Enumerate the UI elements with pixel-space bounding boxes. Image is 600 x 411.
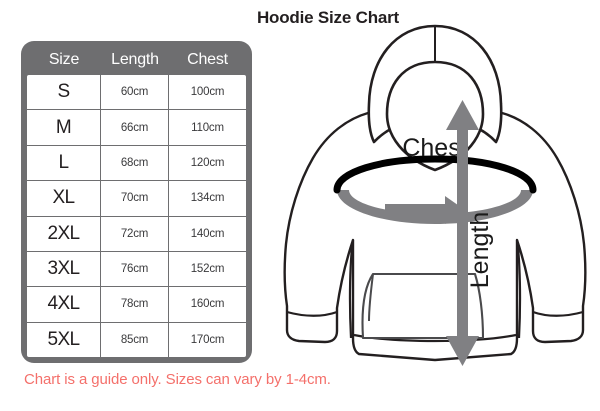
cell-chest: 152cm <box>190 263 225 276</box>
cell-chest: 100cm <box>190 86 225 99</box>
table-row: 5XL 85cm 170cm <box>27 322 246 357</box>
table-row: M 66cm 110cm <box>27 110 246 146</box>
table-row: L 68cm 120cm <box>27 145 246 182</box>
cell-size: M <box>27 110 101 145</box>
cell-size: 3XL <box>27 251 101 287</box>
table-row: 2XL 72cm 140cm <box>27 216 246 252</box>
kangaroo-pocket <box>361 272 485 340</box>
cell-chest: 134cm <box>190 192 225 205</box>
cell-length: 68cm <box>101 145 169 181</box>
cell-length: 70cm <box>101 181 169 216</box>
hoodie-body-outline <box>283 111 587 362</box>
hoodie-diagram: Chest Length <box>275 18 600 383</box>
table-row: XL 70cm 134cm <box>27 181 246 217</box>
cell-length: 85cm <box>101 322 169 357</box>
table-row: 4XL 78cm 160cm <box>27 287 246 323</box>
cell-length: 66cm <box>101 110 169 145</box>
cell-chest: 140cm <box>190 227 225 240</box>
size-chart-table: Size Length Chest S 60cm 100cm M 66cm 11… <box>21 41 252 363</box>
chest-label: Chest <box>402 134 467 162</box>
cell-length: 76cm <box>101 251 169 287</box>
column-header-length: Length <box>111 51 159 68</box>
cell-chest: 110cm <box>191 121 224 134</box>
column-header-chest: Chest <box>187 51 228 68</box>
cell-size: L <box>27 145 101 181</box>
page-title: Hoodie Size Chart <box>256 8 400 27</box>
cell-chest: 160cm <box>190 298 225 311</box>
cell-size: S <box>27 75 101 110</box>
left-cuff-line <box>286 310 338 317</box>
table-row: S 60cm 100cm <box>27 75 246 111</box>
right-armhole-seam <box>515 239 522 339</box>
column-header-size: Size <box>48 51 80 68</box>
cell-size: 4XL <box>27 287 101 322</box>
length-measure-arrow <box>446 100 479 366</box>
table-header-row: Size Length Chest <box>27 45 246 75</box>
cell-size: XL <box>27 181 101 216</box>
right-cuff-line <box>532 310 584 317</box>
disclaimer-note: Chart is a guide only. Sizes can vary by… <box>24 371 331 388</box>
pocket-opening-left <box>368 273 374 322</box>
chest-measure-ring <box>333 155 537 194</box>
left-armhole-seam <box>348 239 355 339</box>
chest-measure-arrow <box>337 190 533 224</box>
cell-length: 78cm <box>101 287 169 322</box>
cell-length: 60cm <box>101 75 169 110</box>
cell-size: 2XL <box>27 216 101 251</box>
cell-length: 72cm <box>101 216 169 251</box>
cell-chest: 120cm <box>190 156 225 169</box>
table-row: 3XL 76cm 152cm <box>27 251 246 288</box>
table-body: S 60cm 100cm M 66cm 110cm L 68cm 120cm X… <box>27 75 246 357</box>
cell-chest: 170cm <box>190 333 225 346</box>
cell-size: 5XL <box>27 322 101 357</box>
length-label: Length <box>466 212 494 288</box>
